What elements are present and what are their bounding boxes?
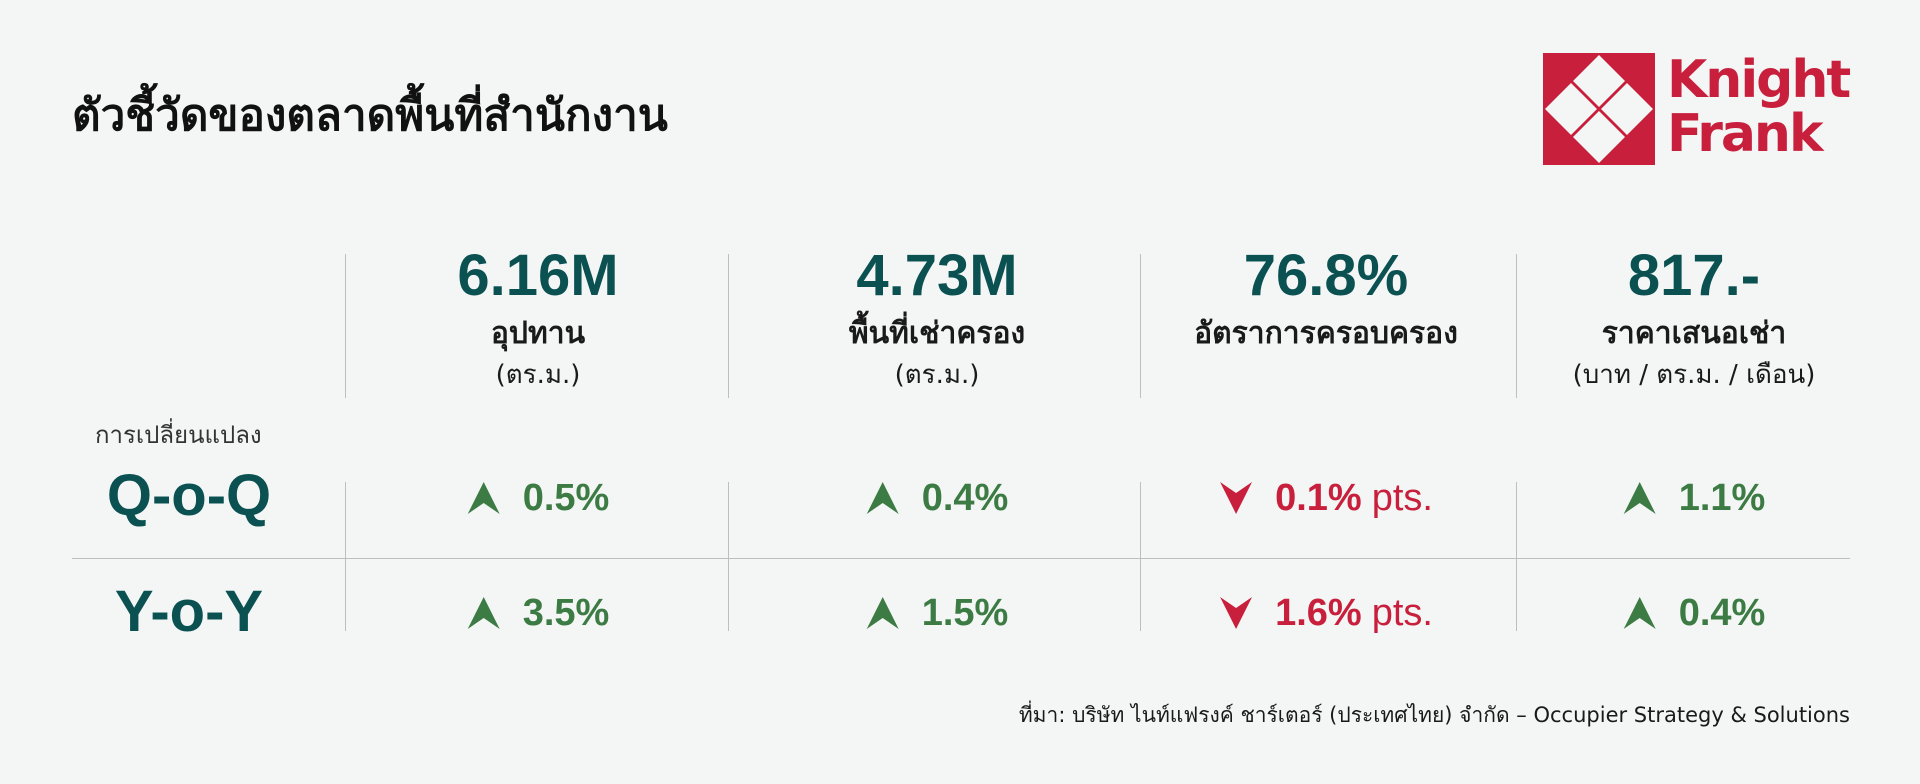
metric-label: อุปทาน: [490, 316, 586, 351]
divider-line: [728, 482, 729, 631]
change-cell: 0.1% pts.: [1219, 472, 1433, 524]
page-title: ตัวชี้วัดของตลาดพื้นที่สำนักงาน: [72, 90, 668, 141]
arrow-down-icon: [1220, 482, 1253, 514]
logo-line-1: Knight: [1667, 50, 1851, 110]
metric-value: 6.16M: [457, 243, 619, 308]
row-label-qoq: Q-o-Q: [106, 463, 272, 528]
divider-line: [1516, 482, 1517, 631]
metric-label: พื้นที่เช่าครอง: [848, 316, 1026, 351]
change-cell: 0.4%: [866, 472, 1009, 524]
change-value: 1.5%: [921, 591, 1009, 634]
metric-unit: (ตร.ม.): [495, 360, 581, 390]
metric-supply: 6.16M อุปทาน (ตร.ม.): [457, 240, 618, 394]
change-cell: 3.5%: [467, 587, 610, 639]
source-note: ที่มา: บริษัท ไนท์แฟรงค์ ชาร์เตอร์ (ประเ…: [1018, 703, 1850, 727]
divider-line: [1140, 254, 1141, 398]
change-cell: 1.1%: [1623, 472, 1766, 524]
arrow-up-icon: [866, 482, 899, 514]
change-value: 1.1%: [1678, 476, 1766, 519]
knight-frank-logo: Knight Frank: [1543, 53, 1853, 165]
arrow-up-icon: [1623, 482, 1656, 514]
arrow-up-icon: [467, 482, 500, 514]
change-value: 0.4%: [1678, 591, 1766, 634]
metric-unit: (ตร.ม.): [894, 360, 980, 390]
metric-label: ราคาเสนอเช่า: [1601, 316, 1787, 351]
change-cell: 0.4%: [1623, 587, 1766, 639]
divider-line: [1140, 482, 1141, 631]
metric-unit: (บาท / ตร.ม. / เดือน): [1572, 360, 1816, 390]
logo-wordmark: Knight Frank: [1667, 50, 1851, 164]
change-suffix: pts.: [1371, 476, 1433, 519]
change-value: 0.4%: [921, 476, 1009, 519]
metric-occupancy-rate: 76.8% อัตราการครอบครอง: [1194, 240, 1458, 356]
metric-occupied-space: 4.73M พื้นที่เช่าครอง (ตร.ม.): [849, 240, 1025, 394]
metric-asking-rent: 817.- ราคาเสนอเช่า (บาท / ตร.ม. / เดือน): [1573, 240, 1816, 394]
logo-mark-icon: [1543, 53, 1655, 165]
arrow-up-icon: [866, 597, 899, 629]
arrow-down-icon: [1220, 597, 1253, 629]
divider-line: [345, 254, 346, 398]
metric-value: 76.8%: [1243, 243, 1409, 308]
logo-line-2: Frank: [1667, 104, 1824, 164]
divider-line: [728, 254, 729, 398]
arrow-up-icon: [467, 597, 500, 629]
change-cell: 0.5%: [467, 472, 610, 524]
change-heading: การเปลี่ยนแปลง: [95, 421, 262, 449]
metric-value: 817.-: [1627, 243, 1761, 308]
change-suffix: pts.: [1371, 591, 1433, 634]
metric-label: อัตราการครอบครอง: [1194, 316, 1458, 351]
row-divider: [72, 558, 1850, 559]
arrow-up-icon: [1623, 597, 1656, 629]
row-label-yoy: Y-o-Y: [114, 579, 264, 644]
metric-value: 4.73M: [856, 243, 1018, 308]
change-value: 0.5%: [522, 476, 610, 519]
divider-line: [345, 482, 346, 631]
change-cell: 1.6% pts.: [1219, 587, 1433, 639]
change-cell: 1.5%: [866, 587, 1009, 639]
change-value: 1.6%: [1275, 591, 1362, 634]
change-value: 0.1%: [1275, 476, 1362, 519]
change-value: 3.5%: [522, 591, 610, 634]
divider-line: [1516, 254, 1517, 398]
